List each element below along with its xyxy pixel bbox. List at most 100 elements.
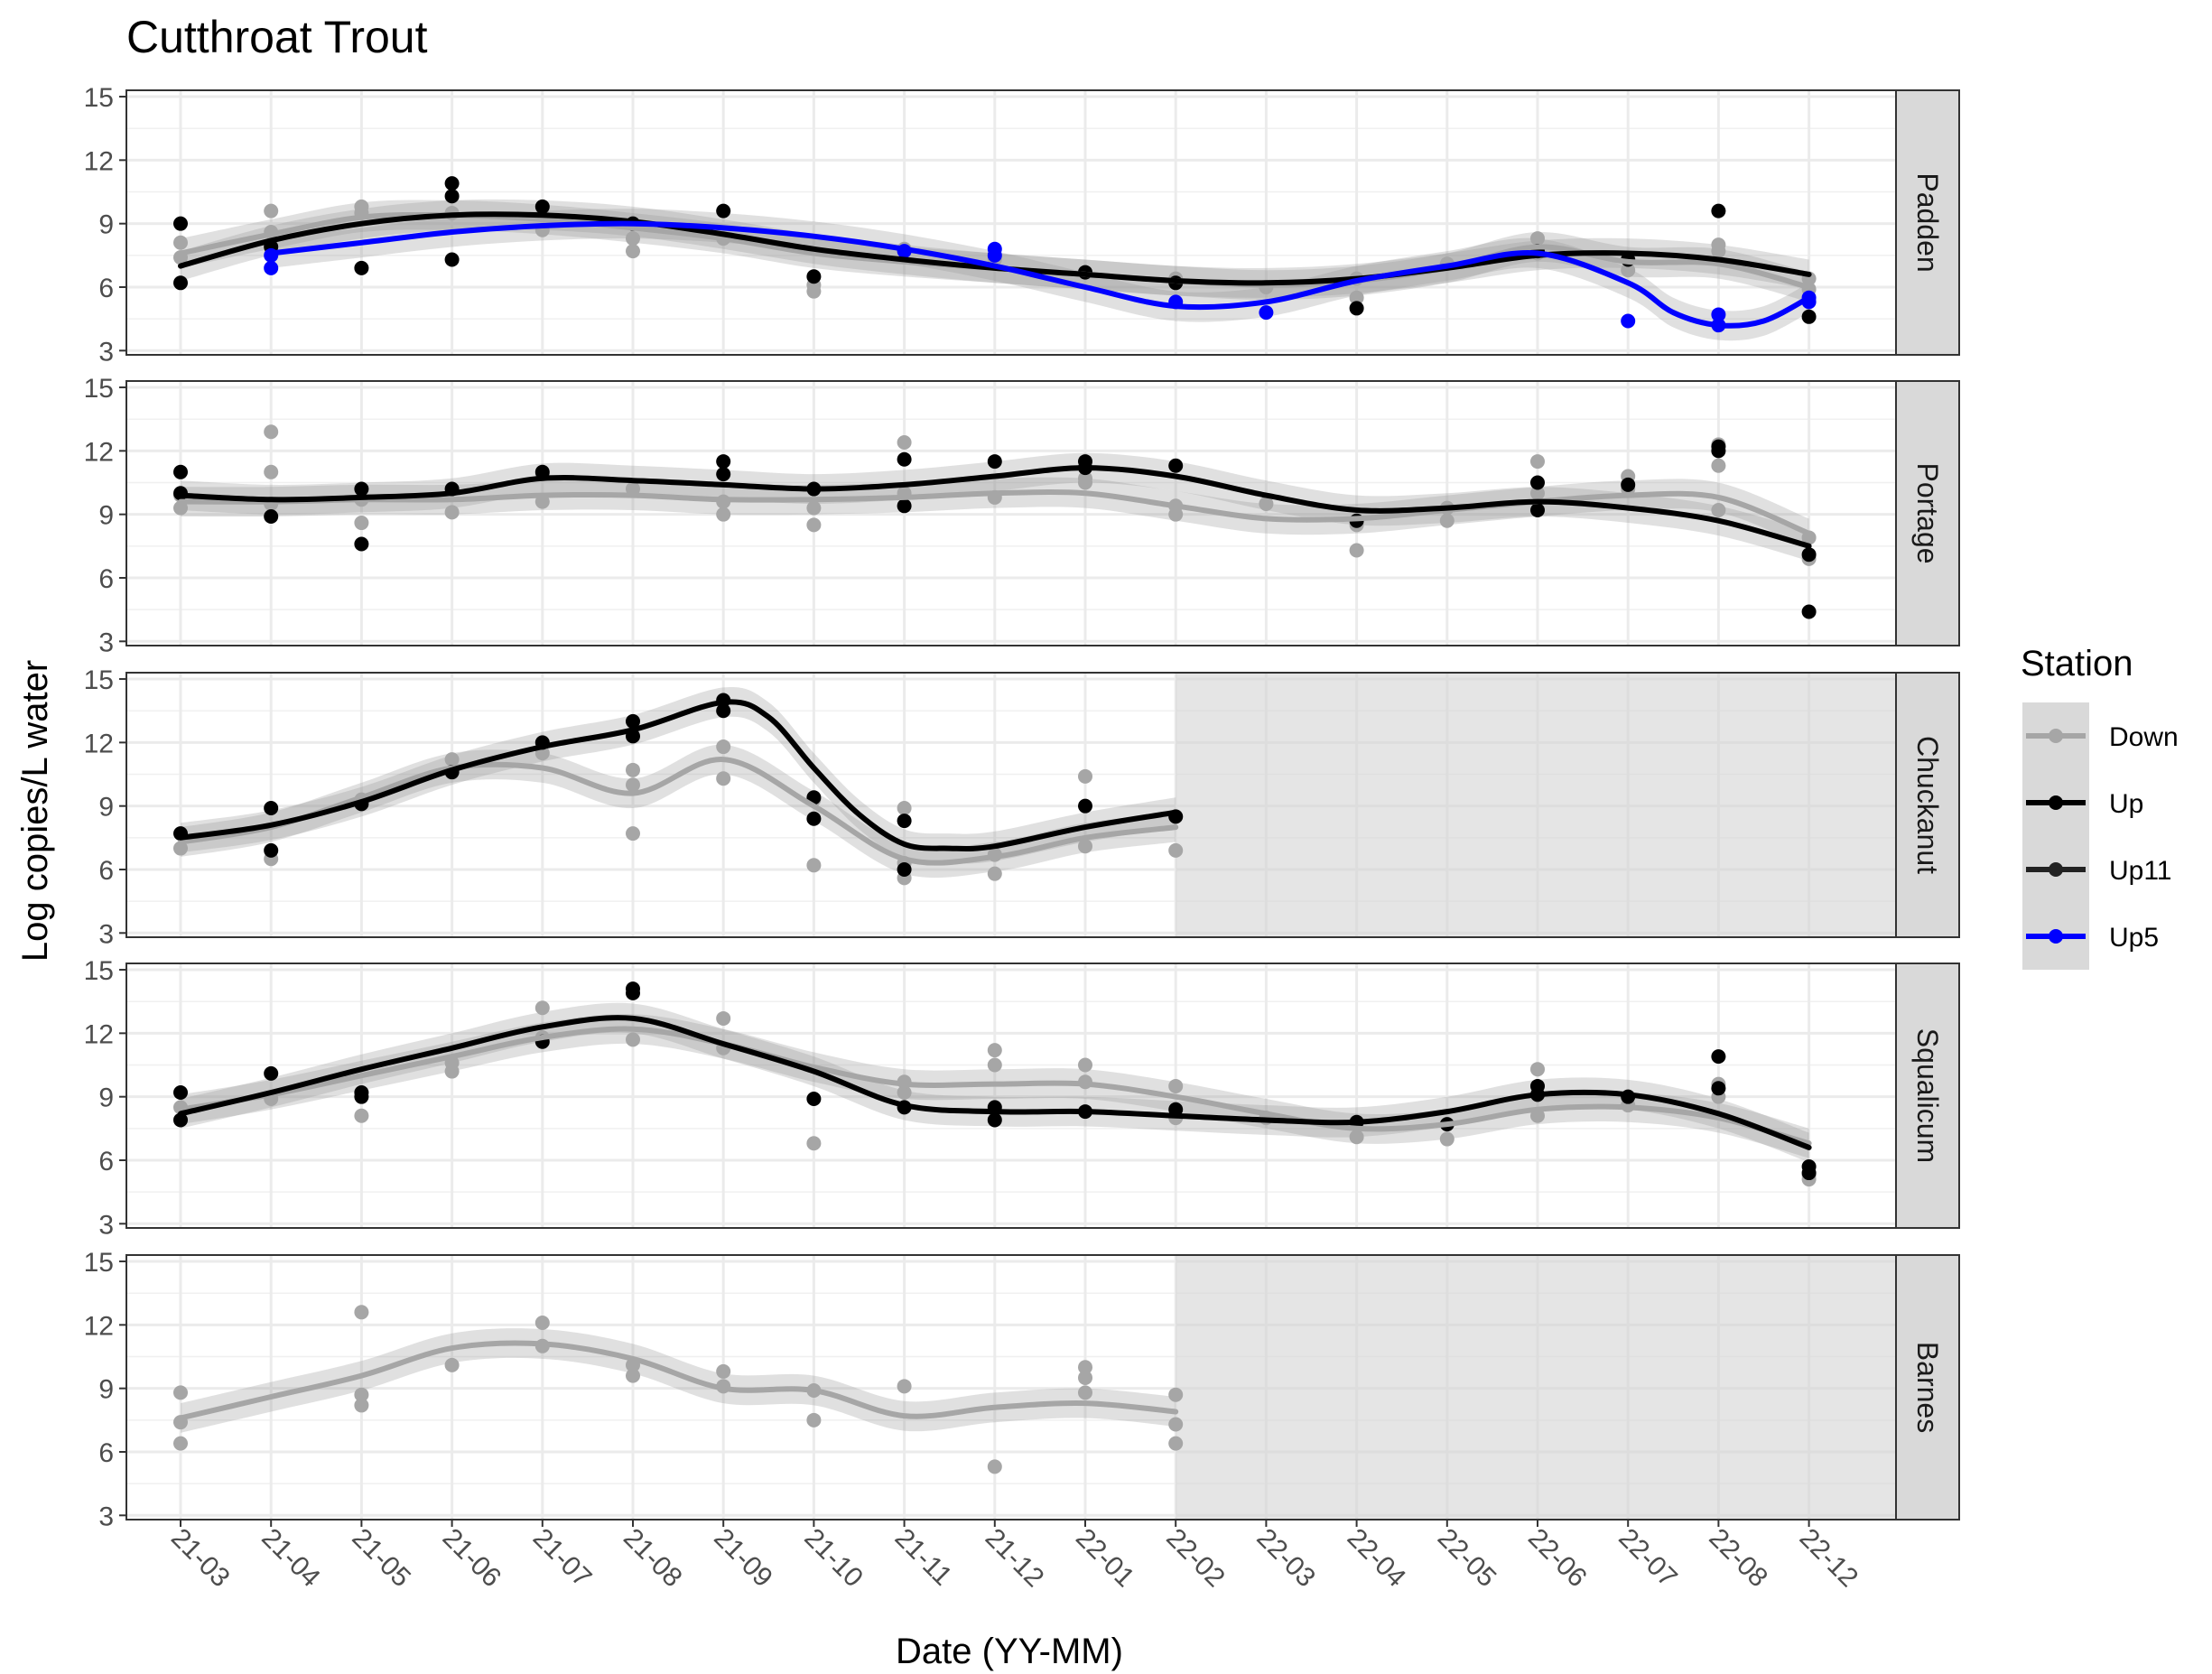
y-tick-label: 12 [84, 1019, 114, 1049]
legend-label: Up11 [2109, 856, 2172, 886]
data-point [806, 1092, 822, 1107]
series-line-down [178, 1026, 1812, 1147]
data-point [1168, 1387, 1184, 1402]
facet-label: Portage [1911, 462, 1944, 563]
legend: Station Down Up Up11 Up5 [2021, 644, 2179, 970]
data-point [1530, 475, 1545, 490]
data-point [897, 434, 912, 450]
legend-label: Up [2109, 789, 2143, 819]
y-tick-label: 12 [84, 729, 114, 758]
legend-label: Up5 [2109, 923, 2159, 953]
facet-strip [1895, 672, 1960, 938]
x-tick-label: 22-04 [1342, 1523, 1412, 1594]
data-point [1711, 458, 1726, 473]
x-tick-label: 22-08 [1703, 1523, 1773, 1594]
data-point [806, 1136, 822, 1151]
y-tick-label: 3 [98, 1502, 114, 1531]
data-point [716, 703, 731, 719]
data-point [987, 454, 1002, 470]
data-point [1530, 486, 1545, 501]
data-point [1711, 203, 1726, 219]
panel-portage: 3 6 9 12 15 Portage [84, 374, 1960, 657]
data-point [1168, 1078, 1184, 1093]
panel-barnes: 3 6 9 12 15 Barnes [84, 1248, 1960, 1531]
confidence-band-up [181, 1002, 1809, 1163]
data-point [1711, 1081, 1726, 1096]
y-tick-label: 6 [98, 1147, 114, 1176]
series-line-up [178, 1015, 1812, 1150]
panel-padden: 3 6 9 12 15 Padden [84, 83, 1960, 367]
data-point [444, 505, 460, 520]
x-tick-label: 22-05 [1432, 1523, 1502, 1594]
data-point [1530, 1062, 1545, 1077]
data-point [1530, 454, 1545, 470]
data-point [806, 500, 822, 516]
data-point [173, 1436, 188, 1451]
y-tick-label: 3 [98, 919, 114, 949]
y-tick-label: 12 [84, 437, 114, 467]
data-point [716, 454, 731, 470]
data-point [173, 216, 188, 231]
data-point [1078, 1385, 1092, 1400]
data-point [444, 252, 460, 267]
data-point [1168, 1417, 1184, 1432]
data-point [1078, 1057, 1092, 1073]
data-point [1711, 1049, 1726, 1065]
data-point [806, 284, 822, 299]
data-point [173, 1084, 188, 1100]
data-point [264, 424, 279, 440]
data-point [806, 517, 822, 533]
x-tick-label: 21-08 [618, 1523, 688, 1594]
series-line-up [178, 465, 1812, 549]
panel-squalicum: 3 6 9 12 15 Squalicum [84, 956, 1960, 1240]
data-point [897, 451, 912, 467]
data-point [354, 1108, 369, 1123]
x-tick-label: 22-07 [1613, 1523, 1683, 1594]
data-point [1801, 547, 1817, 563]
data-point [1078, 1360, 1092, 1375]
data-point [716, 1363, 731, 1379]
data-point [716, 1010, 731, 1026]
y-axis-label: Log copies/L water [15, 660, 55, 962]
data-point [1168, 1436, 1184, 1451]
data-point [354, 199, 369, 214]
data-point [354, 1305, 369, 1320]
points-down [173, 424, 1817, 566]
y-tick-label: 9 [98, 793, 114, 823]
y-tick-label: 9 [98, 1375, 114, 1405]
series-line-down [178, 757, 1179, 866]
y-tick-label: 6 [98, 1438, 114, 1468]
data-point [1078, 839, 1092, 854]
data-point [1078, 470, 1092, 486]
data-point [534, 1000, 550, 1016]
facet-strip [1895, 1254, 1960, 1521]
facet-label: Chuckanut [1911, 736, 1944, 874]
data-point [897, 1084, 912, 1100]
legend-label: Down [2109, 722, 2179, 752]
data-point [1259, 305, 1274, 321]
data-point [1530, 502, 1545, 517]
data-point [354, 516, 369, 531]
data-point [897, 801, 912, 816]
data-point [626, 826, 640, 842]
points-down [173, 1305, 1184, 1474]
data-point [264, 842, 279, 858]
series-line-up5 [268, 220, 1812, 329]
data-point [716, 203, 731, 219]
x-tick-label: 21-11 [889, 1523, 958, 1592]
data-point [1621, 477, 1636, 492]
no-data-region [1176, 673, 1896, 937]
data-point [626, 1368, 640, 1383]
legend-item-up: Up [2022, 769, 2143, 836]
data-point [173, 464, 188, 479]
data-point [264, 464, 279, 479]
data-point [716, 467, 731, 482]
data-point [1439, 513, 1455, 528]
facet-label: Squalicum [1911, 1028, 1944, 1163]
y-tick-label: 15 [84, 1248, 114, 1278]
legend-point [2049, 729, 2063, 743]
data-point [626, 777, 640, 793]
y-tick-label: 6 [98, 274, 114, 303]
data-point [1259, 496, 1274, 511]
y-tick-label: 9 [98, 210, 114, 240]
